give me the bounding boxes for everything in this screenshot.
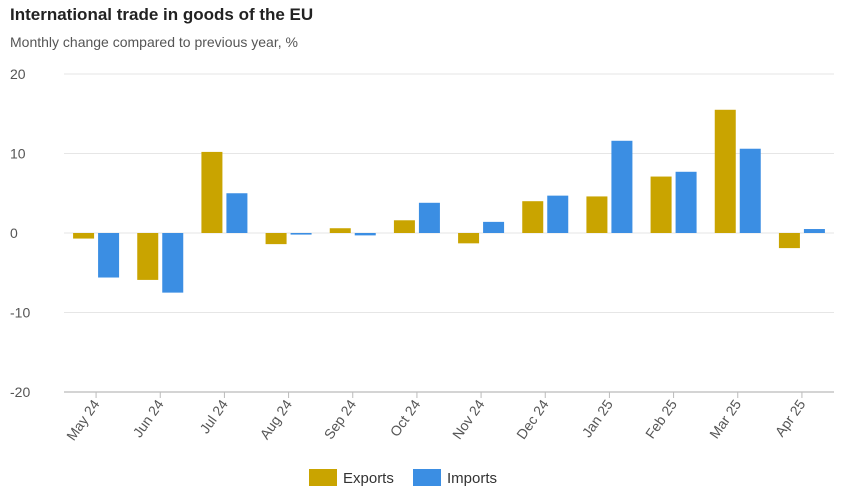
chart-subtitle: Monthly change compared to previous year… bbox=[10, 34, 298, 50]
legend-label-imports[interactable]: Imports bbox=[447, 470, 497, 487]
x-tick-label: Jul 24 bbox=[196, 396, 231, 436]
x-tick-label: Sep 24 bbox=[321, 396, 360, 442]
bar-imports bbox=[226, 193, 248, 233]
bar-imports bbox=[803, 229, 825, 233]
chart-title: International trade in goods of the EU bbox=[10, 5, 314, 24]
bar-imports bbox=[418, 202, 440, 233]
bar-exports bbox=[522, 201, 544, 233]
bar-exports bbox=[201, 151, 223, 233]
bar-exports bbox=[650, 176, 672, 233]
bar-imports bbox=[547, 195, 569, 233]
bar-exports bbox=[586, 196, 608, 233]
y-tick-label: -10 bbox=[10, 305, 30, 321]
bar-exports bbox=[714, 109, 736, 233]
x-tick-label: Apr 25 bbox=[772, 396, 809, 439]
bar-imports bbox=[483, 221, 505, 233]
y-tick-label: 10 bbox=[10, 146, 26, 162]
x-tick-label: Feb 25 bbox=[642, 396, 680, 441]
x-tick-label: Dec 24 bbox=[513, 396, 552, 442]
bar-imports bbox=[611, 140, 633, 233]
bar-imports bbox=[675, 171, 697, 233]
bar-exports bbox=[778, 233, 800, 249]
x-tick-label: May 24 bbox=[63, 396, 103, 443]
x-tick-label: Oct 24 bbox=[387, 396, 424, 439]
bar-exports bbox=[393, 220, 415, 233]
bar-imports bbox=[290, 233, 312, 235]
y-tick-label: -20 bbox=[10, 384, 30, 400]
bar-exports bbox=[329, 228, 351, 233]
legend-label-exports[interactable]: Exports bbox=[343, 470, 394, 487]
bar-exports bbox=[137, 233, 159, 280]
x-tick-label: Jan 25 bbox=[579, 396, 616, 440]
bar-exports bbox=[458, 233, 480, 244]
bar-imports bbox=[98, 233, 120, 278]
bar-exports bbox=[265, 233, 287, 245]
legend-swatch-imports[interactable] bbox=[413, 469, 441, 486]
bar-imports bbox=[162, 233, 184, 293]
x-tick-label: Nov 24 bbox=[449, 396, 488, 442]
y-tick-label: 0 bbox=[10, 225, 18, 241]
legend-swatch-exports[interactable] bbox=[309, 469, 337, 486]
bar-imports bbox=[739, 148, 761, 233]
x-tick-label: Jun 24 bbox=[129, 396, 166, 440]
x-tick-label: Aug 24 bbox=[256, 396, 295, 442]
x-tick-label: Mar 25 bbox=[706, 396, 744, 441]
bar-exports bbox=[73, 233, 95, 239]
y-tick-label: 20 bbox=[10, 66, 26, 82]
bar-imports bbox=[354, 233, 376, 236]
